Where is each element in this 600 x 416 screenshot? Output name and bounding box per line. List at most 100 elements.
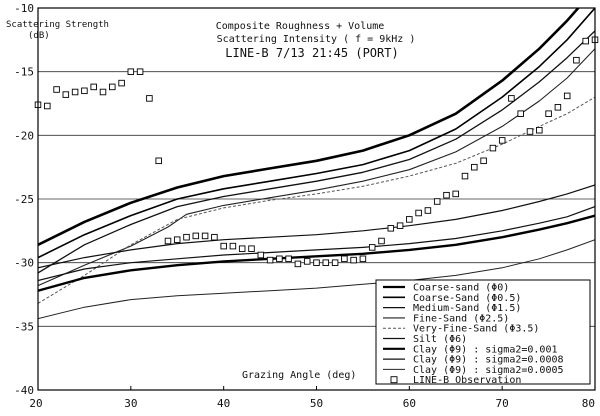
observation-point <box>415 209 422 217</box>
x-tick-label: 30 <box>124 397 137 410</box>
observation-point <box>582 37 589 45</box>
observation-point <box>229 242 237 250</box>
observation-point <box>118 79 125 87</box>
observation-point <box>173 236 181 243</box>
observation-point <box>109 83 116 91</box>
observation-point <box>192 232 200 240</box>
legend-label-8: Clay (Φ9) : sigma2=0.0005 <box>413 365 564 376</box>
observation-point <box>396 222 404 229</box>
y-tick-label: -35 <box>14 320 34 333</box>
x-tick-label: 40 <box>217 397 230 410</box>
series-line-0 <box>38 8 580 246</box>
legend-label-2: Medium-Sand (Φ1.5) <box>413 303 521 314</box>
observation-point <box>536 126 543 134</box>
legend-label-4: Very-Fine-Sand (Φ3.5) <box>413 324 539 335</box>
x-tick-label: 20 <box>29 397 42 410</box>
observation-point <box>164 237 172 245</box>
observation-point <box>452 190 459 198</box>
legend-label-observation: LINE-B Observation <box>413 375 521 386</box>
x-tick-label: 50 <box>310 397 323 410</box>
y-tick-label: -30 <box>14 257 34 270</box>
observation-point <box>248 245 255 252</box>
series-line-7 <box>38 206 595 282</box>
x-axis-label: Grazing Angle (deg) <box>242 370 356 381</box>
legend-items: Coarse-sand (Φ0)Coarse-Sand (Φ0.5)Medium… <box>383 283 564 386</box>
observation-point <box>350 256 357 264</box>
observation-point <box>146 95 153 102</box>
observation-point <box>424 207 432 214</box>
series-line-8 <box>38 239 595 320</box>
legend-label-6: Clay (Φ9) : sigma2=0.001 <box>413 344 558 355</box>
observation-point <box>81 87 88 95</box>
legend-marker-observation <box>390 376 398 384</box>
x-tick-label: 60 <box>403 397 416 410</box>
y-tick-label: -20 <box>14 129 34 142</box>
observation-point <box>471 163 478 171</box>
observation-point <box>71 88 79 96</box>
y-tick-label: -25 <box>14 193 34 206</box>
observation-point <box>285 255 292 263</box>
observation-point <box>313 259 320 266</box>
chart-title-line1: Composite Roughness + Volume <box>216 21 385 32</box>
legend: Coarse-sand (Φ0)Coarse-Sand (Φ0.5)Medium… <box>375 279 591 386</box>
observation-point <box>155 157 162 165</box>
observation-point <box>387 225 395 232</box>
observation-point <box>341 255 348 263</box>
y-tick-label: -40 <box>14 384 34 397</box>
legend-label-3: Fine-Sand (Φ2.5) <box>413 313 509 324</box>
y-tick-labels: -10 -15 -20 -25 -30 -35 -40 <box>14 2 34 397</box>
observation-point <box>322 259 330 266</box>
observation-point <box>563 92 571 100</box>
observation-point <box>99 88 107 96</box>
observation-point <box>406 216 413 223</box>
x-tick-labels: 20 30 40 50 60 70 80 <box>29 386 596 410</box>
y-axis-label: Scattering Strength <box>6 20 109 30</box>
series-line-3 <box>38 48 595 287</box>
observation-point <box>238 245 246 252</box>
legend-box <box>375 279 591 385</box>
observation-point <box>201 232 209 240</box>
x-tick-label: 80 <box>582 397 595 410</box>
observation-point <box>368 244 376 251</box>
legend-label-5: Silt (Φ6) <box>413 334 467 345</box>
observation-point <box>526 128 534 135</box>
observation-point <box>303 258 311 265</box>
observation-point <box>359 255 367 263</box>
observation-point <box>508 95 515 102</box>
observation-point <box>266 256 274 264</box>
observation-points <box>34 36 599 268</box>
legend-label-1: Coarse-Sand (Φ0.5) <box>413 293 521 304</box>
plot-frame <box>37 7 596 391</box>
observation-point <box>433 198 441 205</box>
observation-point <box>127 68 135 75</box>
observation-point <box>517 110 524 117</box>
observation-point <box>331 259 339 266</box>
observation-point <box>90 83 97 91</box>
observation-point <box>276 255 283 263</box>
legend-label-7: Clay (Φ9) : sigma2=0.0008 <box>413 355 564 366</box>
observation-point <box>62 91 70 98</box>
observation-point <box>461 172 469 180</box>
y-tick-label: -10 <box>14 2 34 15</box>
observation-point <box>44 102 51 110</box>
legend-label-0: Coarse-sand (Φ0) <box>413 283 509 294</box>
series-line-6 <box>38 214 595 292</box>
x-tick-label: 70 <box>496 397 509 410</box>
observation-point <box>220 242 227 250</box>
observation-point <box>211 233 218 241</box>
y-axis-unit: (dB) <box>28 31 50 41</box>
series-line-1 <box>38 8 595 259</box>
observation-point <box>183 233 190 241</box>
chart-title-line2: Scattering Intensity ( f = 9kHz ) <box>217 34 416 45</box>
observation-point <box>545 110 552 117</box>
observation-point <box>378 237 385 245</box>
y-tick-label: -15 <box>14 66 34 79</box>
observation-point <box>480 157 487 165</box>
observation-point <box>573 56 580 64</box>
observation-point <box>257 251 265 259</box>
series-line-5 <box>38 184 595 269</box>
observation-point <box>443 191 450 199</box>
observation-point <box>498 137 506 144</box>
observation-point <box>53 86 60 93</box>
